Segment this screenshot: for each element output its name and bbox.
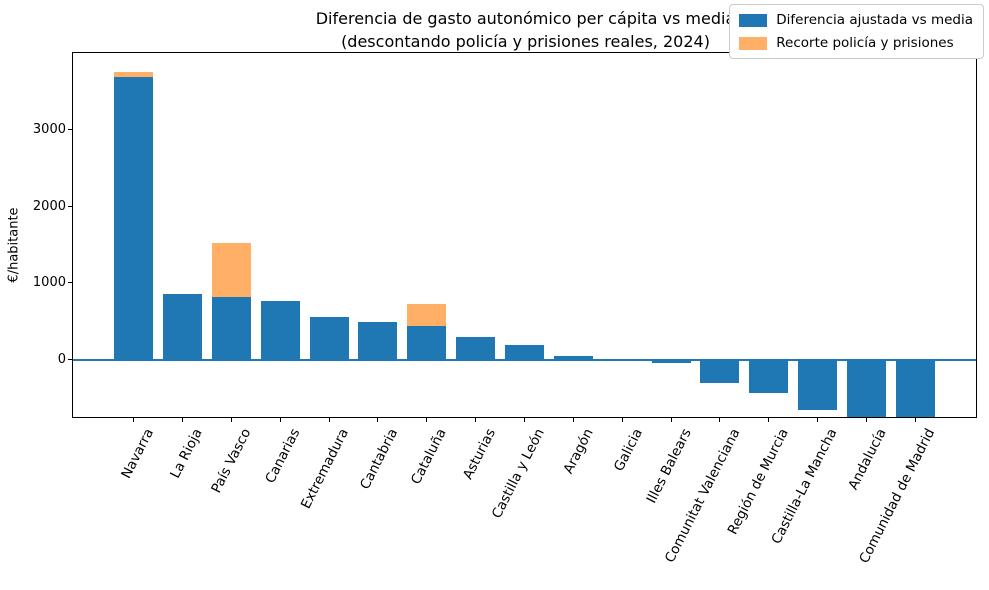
- x-tick-mark: [377, 418, 379, 422]
- bar-segment-adjusted: [847, 359, 887, 417]
- plot-area: [72, 52, 977, 418]
- legend-row-adjusted: Diferencia ajustada vs media: [739, 12, 973, 28]
- x-tick-label: País Vasco: [208, 426, 255, 496]
- x-tick-label: Asturias: [459, 426, 499, 483]
- y-tick-mark: [68, 359, 72, 361]
- legend-row-recorte: Recorte policía y prisiones: [739, 35, 973, 51]
- bar-segment-adjusted: [260, 300, 300, 360]
- x-tick-mark: [181, 418, 183, 422]
- x-tick-label: Castilla y León: [488, 426, 548, 522]
- x-tick-mark: [572, 418, 574, 422]
- x-tick-label: Illes Balears: [643, 426, 695, 506]
- x-tick-label: Navarra: [118, 426, 157, 482]
- bar-segment-adjusted: [504, 345, 545, 360]
- x-tick-mark: [426, 418, 428, 422]
- x-tick-mark: [475, 418, 477, 422]
- legend-label-recorte: Recorte policía y prisiones: [776, 35, 954, 51]
- x-tick-mark: [866, 418, 868, 422]
- y-tick-mark: [68, 282, 72, 284]
- bar-segment-adjusted: [162, 293, 202, 360]
- bar-segment-adjusted: [114, 76, 154, 360]
- x-tick-label: Cantabria: [356, 426, 402, 493]
- x-tick-mark: [524, 418, 525, 422]
- bar-segment-adjusted: [309, 317, 349, 360]
- bar-segment-adjusted: [895, 359, 935, 417]
- x-tick-mark: [328, 418, 330, 422]
- bar-segment-recorte: [407, 303, 447, 327]
- x-tick-label: Aragón: [560, 426, 597, 477]
- x-tick-mark: [768, 418, 770, 422]
- x-tick-label: La Rioja: [167, 426, 206, 481]
- y-tick-label: 3000: [32, 122, 66, 138]
- bar-segment-adjusted: [798, 359, 838, 411]
- y-tick-label: 0: [57, 352, 66, 368]
- legend-label-adjusted: Diferencia ajustada vs media: [776, 12, 973, 28]
- bar-segment-adjusted: [211, 297, 251, 360]
- bar-segment-adjusted: [358, 321, 398, 360]
- x-tick-mark: [914, 418, 916, 422]
- chart-title-line1: Diferencia de gasto autonómico per cápit…: [315, 9, 736, 28]
- x-tick-mark: [279, 418, 281, 422]
- x-tick-label: Extremadura: [298, 426, 353, 512]
- y-tick-mark: [68, 129, 72, 131]
- bar-segment-adjusted: [700, 359, 740, 383]
- y-tick-label: 1000: [32, 275, 66, 291]
- x-tick-mark: [719, 418, 721, 422]
- x-tick-mark: [817, 418, 819, 422]
- bar-segment-recorte: [114, 71, 154, 77]
- bar-segment-adjusted: [456, 337, 496, 360]
- x-tick-mark: [670, 418, 672, 422]
- legend-patch-adjusted: [739, 13, 768, 27]
- zero-line: [73, 358, 976, 361]
- x-tick-mark: [621, 418, 623, 422]
- bar-segment-recorte: [211, 243, 251, 298]
- chart-title-line2: (descontando policía y prisiones reales,…: [341, 32, 710, 51]
- y-tick-label: 2000: [32, 198, 66, 214]
- y-axis-label: €/habitante: [6, 207, 22, 283]
- x-tick-label: Galicia: [610, 426, 646, 474]
- y-tick-mark: [68, 205, 72, 207]
- bar-segment-adjusted: [651, 359, 691, 363]
- x-tick-label: Canarias: [262, 426, 304, 486]
- chart-title: Diferencia de gasto autonómico per cápit…: [73, 7, 978, 53]
- x-tick-label: Cataluña: [408, 426, 451, 488]
- x-tick-mark: [133, 418, 135, 422]
- x-tick-mark: [230, 418, 232, 422]
- bar-segment-adjusted: [749, 359, 789, 394]
- x-tick-label: Andalucía: [845, 426, 890, 493]
- bar-segment-adjusted: [407, 326, 447, 360]
- legend: Diferencia ajustada vs media Recorte pol…: [729, 4, 984, 59]
- legend-patch-recorte: [739, 36, 768, 50]
- bar-segment-adjusted: [553, 355, 593, 360]
